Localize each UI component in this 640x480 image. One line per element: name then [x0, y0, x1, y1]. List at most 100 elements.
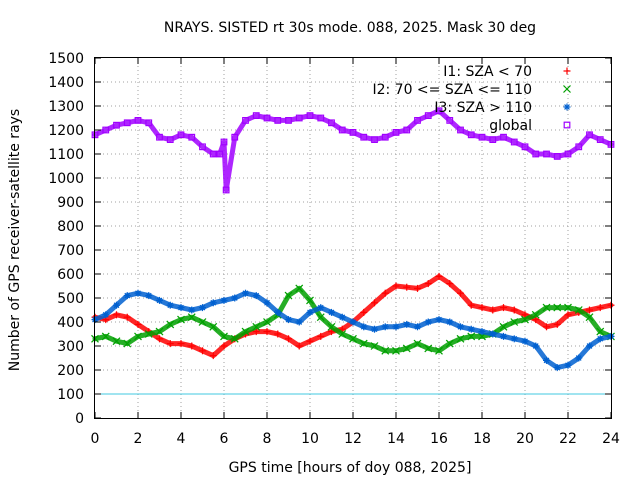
data-point [435, 272, 443, 280]
data-point [510, 306, 518, 314]
x-tick-label: 2 [134, 431, 143, 447]
data-point [144, 330, 153, 338]
y-tick-label: 900 [57, 195, 84, 211]
series-trace [92, 108, 614, 193]
data-point [263, 299, 271, 307]
data-point [586, 342, 593, 350]
data-point [586, 131, 593, 139]
data-point [381, 133, 389, 141]
data-point [317, 114, 325, 122]
data-point [457, 289, 464, 297]
data-point [145, 119, 153, 127]
data-point [306, 296, 314, 305]
data-point [220, 296, 228, 304]
data-point [306, 112, 314, 120]
data-point [435, 107, 443, 115]
data-point [231, 294, 239, 302]
data-point [284, 291, 293, 300]
data-point [596, 327, 605, 336]
data-point [392, 323, 400, 331]
x-tick-label: 14 [387, 431, 405, 447]
data-point [381, 323, 389, 331]
data-point [500, 332, 507, 340]
data-point [263, 318, 271, 326]
data-point [478, 304, 486, 312]
data-point [500, 133, 507, 141]
x-tick-label: 6 [220, 431, 229, 447]
data-point [424, 344, 433, 353]
data-point [403, 320, 411, 328]
data-point [564, 150, 572, 158]
data-point [371, 299, 378, 307]
y-tick-label: 400 [57, 315, 84, 331]
data-point [252, 292, 260, 300]
data-point [230, 334, 239, 343]
data-point [252, 112, 260, 120]
data-point [532, 342, 540, 350]
data-point [424, 318, 432, 326]
data-point [446, 318, 454, 326]
x-axis-label: GPS time [hours of doy 088, 2025] [229, 460, 472, 476]
data-point [156, 133, 163, 141]
data-point [467, 301, 475, 309]
data-point [112, 337, 121, 346]
data-point [596, 136, 604, 144]
legend-marker [563, 121, 571, 129]
data-point [242, 289, 249, 297]
data-point [222, 186, 230, 194]
data-point [263, 114, 271, 122]
data-point [446, 280, 454, 288]
data-point [220, 342, 228, 350]
axis-ticks: 0 2 4 6 8 10 12 14 16 18 20 22 240100200300400500600… [48, 51, 620, 447]
legend-label: global [489, 118, 532, 134]
data-point [585, 313, 594, 322]
data-point [489, 136, 497, 144]
data-point [543, 356, 550, 364]
x-tick-label: 16 [430, 431, 448, 447]
data-point [231, 133, 239, 141]
data-point [166, 301, 174, 309]
data-point [198, 318, 207, 326]
data-point [575, 354, 583, 362]
data-point [349, 334, 357, 343]
data-point [467, 325, 475, 333]
data-point [328, 308, 335, 316]
data-point [499, 322, 508, 331]
data-point [564, 303, 572, 312]
x-tick-label: 0 [91, 431, 100, 447]
data-point [596, 335, 604, 343]
data-point [359, 339, 368, 348]
data-point [316, 313, 325, 322]
data-point [413, 339, 422, 348]
legend: I1: SZA < 70 I2: 70 <= SZA <= 110 I3: SZA … [372, 64, 571, 134]
data-point [500, 304, 507, 312]
x-tick-label: 22 [559, 431, 577, 447]
data-point [360, 133, 368, 141]
data-point [102, 126, 110, 134]
y-tick-label: 700 [57, 243, 84, 259]
data-point [209, 352, 217, 360]
data-point [209, 299, 217, 307]
data-point [274, 116, 282, 124]
legend-marker [563, 67, 571, 75]
y-tick-label: 0 [75, 411, 84, 427]
data-point [349, 318, 357, 326]
data-point [113, 301, 120, 309]
y-tick-label: 800 [57, 219, 84, 235]
data-point [328, 119, 335, 127]
grid [95, 58, 611, 418]
x-tick-label: 8 [263, 431, 272, 447]
data-point [424, 112, 432, 120]
data-point [489, 330, 497, 338]
x-tick-label: 4 [177, 431, 186, 447]
data-point [553, 303, 562, 312]
data-point [445, 339, 454, 348]
data-point [241, 327, 250, 336]
data-point [209, 150, 217, 158]
y-tick-label: 1100 [48, 147, 84, 163]
data-point [145, 292, 153, 300]
data-point [467, 131, 475, 139]
data-point [574, 306, 583, 314]
y-tick-label: 600 [57, 267, 84, 283]
data-point [216, 150, 224, 158]
